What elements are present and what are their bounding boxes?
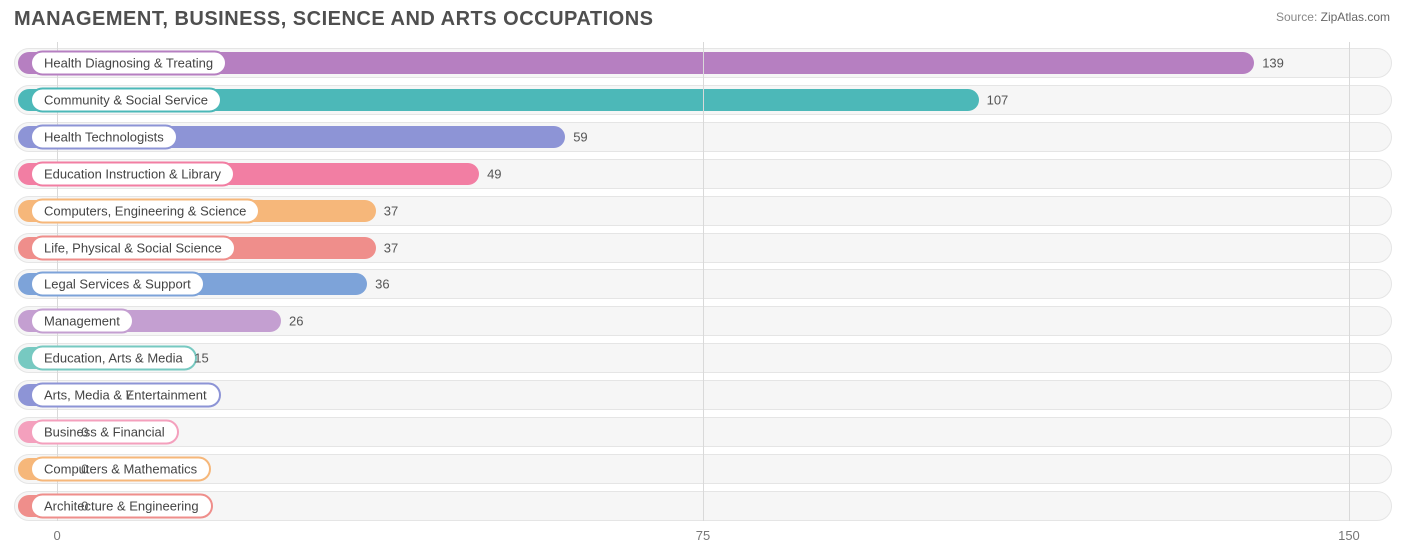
value-label: 0: [81, 425, 88, 440]
category-label: Education, Arts & Media: [30, 346, 197, 371]
source-label: Source:: [1276, 10, 1317, 24]
category-label: Architecture & Engineering: [30, 493, 213, 518]
x-axis-label: 150: [1338, 528, 1360, 543]
value-label: 7: [125, 388, 132, 403]
category-label: Life, Physical & Social Science: [30, 235, 236, 260]
value-label: 37: [384, 203, 398, 218]
x-axis-label: 75: [696, 528, 710, 543]
category-label: Health Diagnosing & Treating: [30, 51, 227, 76]
value-label: 0: [81, 498, 88, 513]
gridline: [703, 42, 704, 521]
category-label: Community & Social Service: [30, 87, 222, 112]
value-label: 0: [81, 461, 88, 476]
source-attribution: Source: ZipAtlas.com: [1276, 10, 1390, 24]
category-label: Management: [30, 309, 134, 334]
category-label: Computers, Engineering & Science: [30, 198, 260, 223]
category-label: Business & Financial: [30, 420, 179, 445]
value-label: 15: [194, 351, 208, 366]
value-label: 139: [1262, 56, 1284, 71]
value-label: 37: [384, 240, 398, 255]
value-label: 26: [289, 314, 303, 329]
source-value: ZipAtlas.com: [1321, 10, 1390, 24]
chart-area: Health Diagnosing & Treating 139 Community…: [14, 42, 1392, 547]
category-label: Computers & Mathematics: [30, 456, 211, 481]
x-axis-label: 0: [53, 528, 60, 543]
value-label: 36: [375, 277, 389, 292]
category-label: Legal Services & Support: [30, 272, 205, 297]
value-label: 49: [487, 166, 501, 181]
value-label: 107: [987, 92, 1009, 107]
value-label: 59: [573, 129, 587, 144]
gridline: [1349, 42, 1350, 521]
category-label: Health Technologists: [30, 124, 178, 149]
chart-title: MANAGEMENT, BUSINESS, SCIENCE AND ARTS O…: [14, 8, 653, 31]
category-label: Education Instruction & Library: [30, 161, 235, 186]
